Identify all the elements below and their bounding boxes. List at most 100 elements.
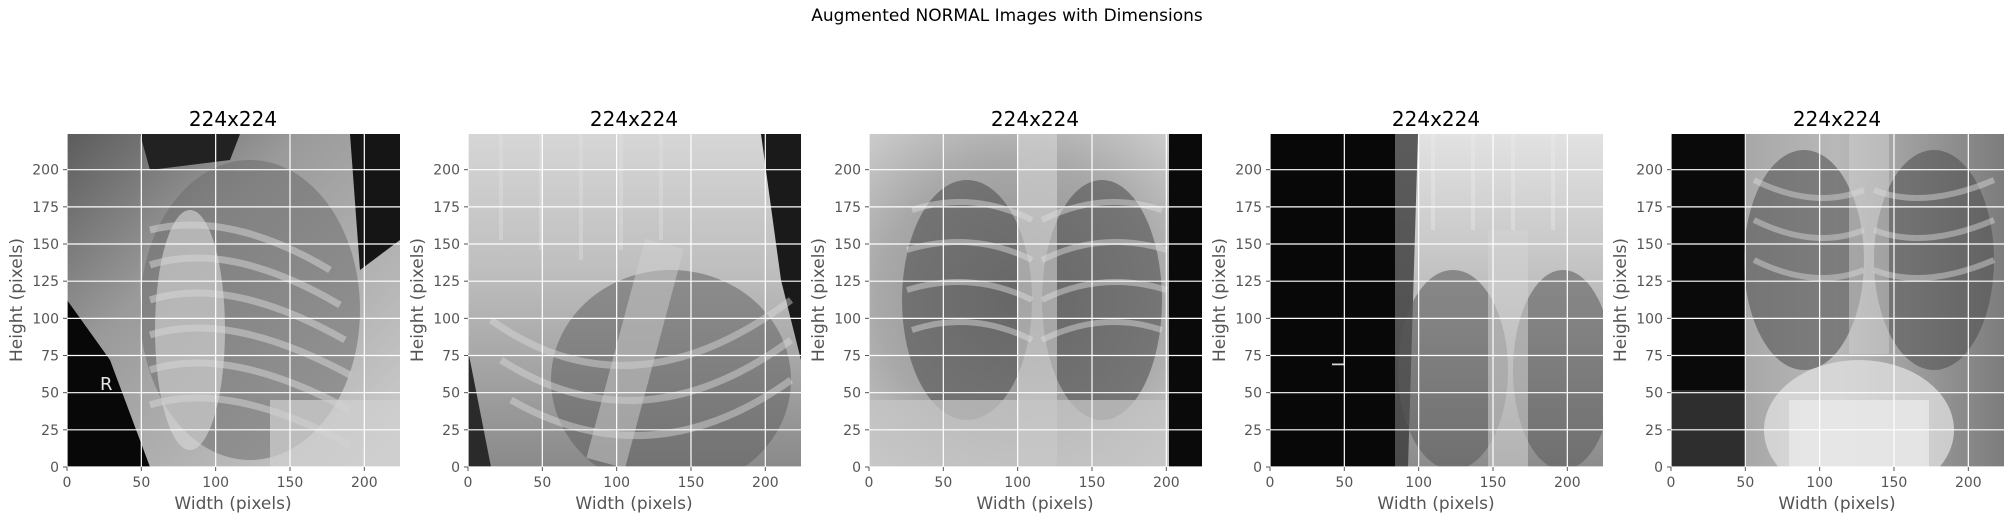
grid-3 [868,134,1202,468]
y-tick-label: 50 [442,386,460,402]
y-tick-label: 25 [442,423,460,439]
x-tick-label: 100 [1004,475,1031,491]
x-tick-label: 150 [277,475,304,491]
y-tick-label: 150 [1636,237,1663,253]
ticks-3: 0 50 100 150 200 0 25 50 75 100 125 150 175 200 [834,163,1179,491]
y-tick-label: 0 [1654,460,1663,476]
x-tick-label: 200 [1955,475,1982,491]
xray-image-5 [1671,134,2004,467]
x-tick-label: 150 [1881,475,1908,491]
y-tick-label: 25 [1645,423,1663,439]
x-tick-label: 150 [1480,475,1507,491]
figure-title: Augmented NORMAL Images with Dimensions [811,6,1203,26]
y-tick-label: 175 [834,200,861,216]
x-axis-label-2: Width (pixels) [575,494,692,514]
y-tick-label: 200 [32,163,59,179]
y-tick-label: 125 [1636,274,1663,290]
y-tick-label: 0 [1253,460,1262,476]
y-tick-label: 0 [852,460,861,476]
x-tick-label: 0 [63,475,72,491]
panel-title-5: 224x224 [1793,107,1881,131]
y-tick-label: 175 [1235,200,1262,216]
panel-title-1: 224x224 [189,107,277,131]
y-tick-label: 50 [1645,386,1663,402]
ticks-4: 0 50 100 150 200 0 25 50 75 100 125 150 175 200 [1235,163,1580,491]
ticks-5: 0 50 100 150 200 0 25 50 75 100 125 150 175 200 [1636,163,1981,491]
y-tick-label: 100 [433,311,460,327]
y-tick-label: 150 [1235,237,1262,253]
x-axis-label-5: Width (pixels) [1778,494,1895,514]
y-tick-label: 100 [1636,311,1663,327]
y-tick-label: 75 [1645,349,1663,365]
x-tick-label: 50 [1736,475,1754,491]
y-tick-label: 75 [843,349,861,365]
y-tick-label: 150 [834,237,861,253]
y-tick-label: 25 [1244,423,1262,439]
xray-image-3 [869,134,1202,467]
y-tick-label: 175 [32,200,59,216]
grid-1 [66,134,400,468]
y-tick-label: 125 [32,274,59,290]
panel-2: 224x224 Width (pixels) Height (pixels) 0… [408,107,801,514]
panel-5: 224x224 Width (pixels) Height (pixels) 0… [1611,107,2004,514]
y-tick-label: 200 [1235,163,1262,179]
x-tick-label: 50 [533,475,551,491]
y-tick-label: 175 [433,200,460,216]
x-tick-label: 100 [1806,475,1833,491]
xray-image-1: R [67,134,400,467]
ticks-2: 0 50 100 150 200 0 25 50 75 100 125 150 175 200 [433,163,778,491]
x-tick-label: 200 [351,475,378,491]
x-axis-label-1: Width (pixels) [174,494,291,514]
y-tick-label: 0 [451,460,460,476]
y-tick-label: 125 [433,274,460,290]
y-tick-label: 175 [1636,200,1663,216]
y-tick-label: 125 [1235,274,1262,290]
y-axis-label-5: Height (pixels) [1611,238,1631,362]
y-tick-label: 50 [41,386,59,402]
y-tick-label: 150 [433,237,460,253]
x-tick-label: 200 [752,475,779,491]
grid-5 [1670,134,2004,468]
x-axis-label-4: Width (pixels) [1377,494,1494,514]
y-tick-label: 50 [843,386,861,402]
x-tick-label: 200 [1153,475,1180,491]
x-tick-label: 50 [934,475,952,491]
y-tick-label: 25 [41,423,59,439]
y-tick-label: 100 [1235,311,1262,327]
panel-3: 224x224 Width (pixels) Height (pixels) 0… [809,107,1202,514]
y-axis-label-4: Height (pixels) [1210,238,1230,362]
y-tick-label: 75 [442,349,460,365]
y-tick-label: 75 [1244,349,1262,365]
y-tick-label: 50 [1244,386,1262,402]
x-tick-label: 100 [202,475,229,491]
x-tick-label: 100 [603,475,630,491]
y-tick-label: 200 [1636,163,1663,179]
x-tick-label: 0 [1266,475,1275,491]
x-tick-label: 0 [865,475,874,491]
x-tick-label: 50 [1335,475,1353,491]
y-tick-label: 200 [834,163,861,179]
x-tick-label: 150 [1079,475,1106,491]
marker-l: L [1329,357,1350,367]
panel-title-3: 224x224 [991,107,1079,131]
grid-4 [1269,134,1603,468]
y-tick-label: 100 [834,311,861,327]
marker-r: R [100,374,113,395]
y-axis-label-2: Height (pixels) [408,238,428,362]
y-axis-label-3: Height (pixels) [809,238,829,362]
y-tick-label: 100 [32,311,59,327]
y-tick-label: 125 [834,274,861,290]
x-tick-label: 0 [1667,475,1676,491]
y-tick-label: 0 [50,460,59,476]
panel-title-2: 224x224 [590,107,678,131]
panel-1: R 224x224 Width (pixels) Height (pixels)… [7,107,400,514]
x-tick-label: 0 [464,475,473,491]
y-tick-label: 150 [32,237,59,253]
x-tick-label: 150 [678,475,705,491]
y-tick-label: 75 [41,349,59,365]
x-tick-label: 100 [1405,475,1432,491]
xray-image-4: L [1270,134,1603,467]
y-tick-label: 25 [843,423,861,439]
x-tick-label: 200 [1554,475,1581,491]
grid-2 [467,134,801,468]
